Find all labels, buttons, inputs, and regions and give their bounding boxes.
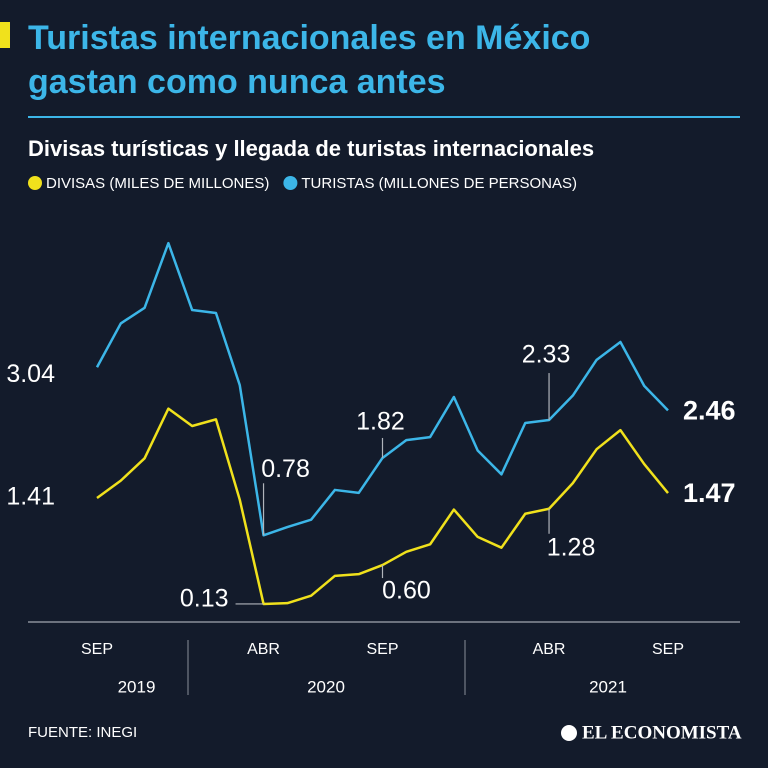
data-label: 1.47 — [683, 478, 736, 508]
legend-label: TURISTAS (MILLONES DE PERSONAS) — [301, 175, 577, 192]
chart-title: gastan como nunca antes — [28, 63, 446, 101]
year-label: 2019 — [118, 677, 156, 696]
data-label: 0.60 — [382, 577, 431, 605]
data-label: 0.13 — [180, 585, 229, 613]
x-tick-label: ABR — [533, 641, 566, 658]
source: FUENTE: INEGI — [28, 724, 137, 741]
year-label: 2020 — [307, 677, 345, 696]
logo-icon — [561, 725, 577, 741]
data-label: 1.28 — [547, 533, 596, 561]
chart-subtitle: Divisas turísticas y llegada de turistas… — [28, 136, 594, 161]
chart-title: Turistas internacionales en México — [28, 19, 590, 57]
x-tick-label: ABR — [247, 641, 280, 658]
x-tick-label: SEP — [652, 641, 684, 658]
data-label: 1.41 — [6, 483, 55, 511]
data-label: 3.04 — [6, 360, 55, 388]
title-marker — [0, 22, 10, 48]
x-tick-label: SEP — [81, 641, 113, 658]
data-label: 0.78 — [261, 455, 310, 483]
year-label: 2021 — [589, 677, 627, 696]
data-label: 2.46 — [683, 396, 736, 426]
logo: EL ECONOMISTA — [582, 722, 742, 743]
legend-label: DIVISAS (MILES DE MILLONES) — [46, 175, 269, 192]
legend-swatch — [283, 176, 298, 190]
x-tick-label: SEP — [366, 641, 398, 658]
data-label: 1.82 — [356, 408, 405, 436]
legend-swatch — [28, 176, 42, 190]
data-label: 2.33 — [522, 341, 571, 369]
